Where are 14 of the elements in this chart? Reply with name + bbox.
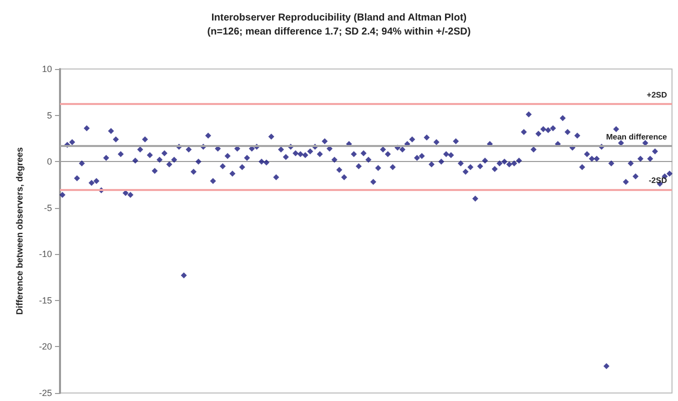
chart-title: Interobserver Reproducibility (Bland and Altman Plot): [211, 12, 467, 24]
ref-line-label: Mean difference: [606, 132, 668, 142]
ref-line-label: +2SD: [646, 90, 668, 100]
y-tick-label: -10: [38, 249, 52, 260]
chart-subtitle: (n=126; mean difference 1.7; SD 2.4; 94% within +/-2SD): [207, 26, 471, 38]
y-tick-label: 5: [46, 110, 52, 120]
y-tick-label: -25: [38, 388, 52, 398]
y-tick-label: -15: [38, 295, 52, 306]
y-tick-label: 0: [46, 156, 52, 167]
y-tick-label: -5: [44, 202, 52, 213]
y-tick-label: 10: [42, 64, 52, 74]
y-axis-title: Difference between observers, degrees: [14, 147, 24, 315]
ref-line-label: -2SD: [648, 176, 668, 185]
y-tick-label: -20: [38, 342, 52, 352]
